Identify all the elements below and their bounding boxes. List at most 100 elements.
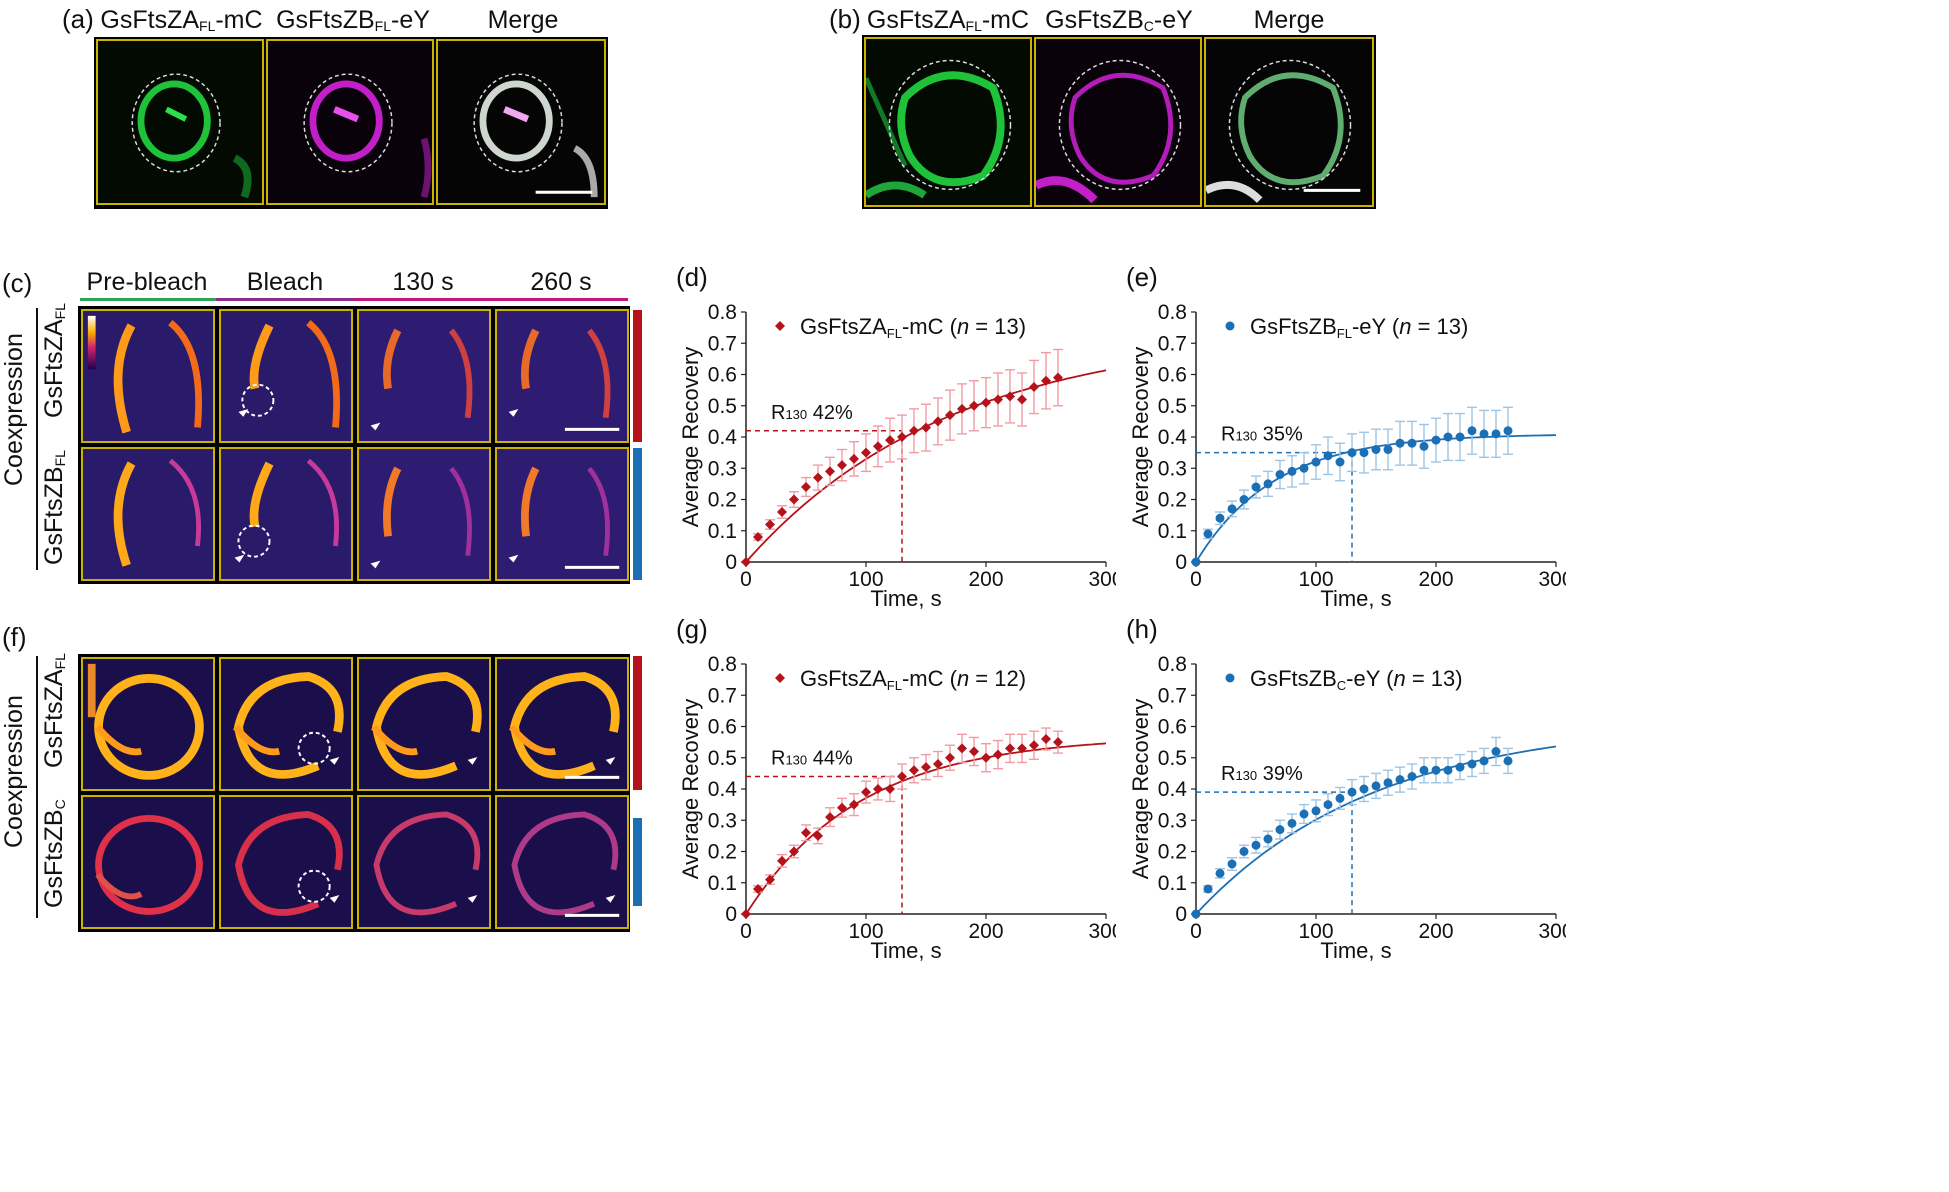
c-tile-r2-130s bbox=[357, 447, 491, 581]
data-point bbox=[1467, 759, 1477, 769]
x-tick-label: 200 bbox=[968, 920, 1003, 943]
c-tile-r1-260s bbox=[495, 309, 629, 443]
panel-b-title-1: GsFtsZAFL-mC bbox=[866, 6, 1030, 34]
data-point bbox=[753, 884, 763, 894]
chart-g-panel-label: (g) bbox=[676, 614, 708, 644]
y-tick-label: 0.8 bbox=[1158, 653, 1187, 676]
data-point bbox=[1479, 756, 1489, 766]
y-tick-label: 0 bbox=[725, 551, 737, 574]
data-point bbox=[1479, 429, 1489, 439]
y-tick-label: 0 bbox=[1175, 903, 1187, 926]
data-point bbox=[921, 422, 931, 433]
data-point bbox=[1431, 765, 1441, 775]
data-point bbox=[969, 400, 979, 411]
data-point bbox=[1287, 818, 1297, 828]
col-head-130s: 130 s bbox=[392, 268, 454, 296]
data-point bbox=[921, 762, 931, 773]
data-point bbox=[1251, 482, 1261, 492]
panel-c-side-rule bbox=[36, 308, 38, 570]
data-point bbox=[1311, 806, 1321, 816]
y-tick-label: 0.3 bbox=[708, 809, 737, 832]
f-tile-r2-130s bbox=[357, 795, 491, 929]
panel-c-row1-label: GsFtsZAFL bbox=[40, 303, 68, 418]
x-tick-label: 200 bbox=[1418, 920, 1453, 943]
x-tick-label: 200 bbox=[968, 568, 1003, 591]
data-point bbox=[1251, 840, 1261, 850]
data-point bbox=[1431, 435, 1441, 445]
data-point bbox=[909, 765, 919, 776]
y-tick-label: 0.4 bbox=[1158, 426, 1188, 449]
data-point bbox=[957, 403, 967, 414]
panel-f-red-bar bbox=[633, 656, 642, 790]
data-point bbox=[1503, 426, 1513, 436]
data-point bbox=[933, 759, 943, 769]
x-tick-label: 0 bbox=[1190, 920, 1202, 943]
data-point bbox=[1203, 884, 1213, 894]
data-point bbox=[1299, 463, 1309, 473]
data-point bbox=[861, 787, 871, 798]
data-point bbox=[825, 466, 835, 477]
data-point bbox=[1407, 772, 1417, 781]
y-tick-label: 0.1 bbox=[708, 520, 737, 543]
data-point bbox=[1455, 762, 1465, 772]
y-tick-label: 0.7 bbox=[1158, 332, 1187, 355]
data-point bbox=[753, 532, 763, 542]
y-tick-label: 0.5 bbox=[708, 395, 737, 418]
y-tick-label: 0.6 bbox=[1158, 364, 1187, 387]
panel-b-merge-tile bbox=[1204, 37, 1374, 207]
y-tick-label: 0.5 bbox=[708, 747, 737, 770]
data-point bbox=[741, 557, 751, 567]
y-tick-label: 0.5 bbox=[1158, 747, 1187, 770]
panel-b-image-strip bbox=[862, 35, 1376, 209]
legend-label: GsFtsZAFL-mC (n = 12) bbox=[800, 666, 1026, 693]
panel-f-row1-label: GsFtsZAFL bbox=[40, 653, 68, 768]
c-tile-r2-bleach bbox=[219, 447, 353, 581]
data-point bbox=[1491, 429, 1501, 439]
data-point bbox=[1053, 372, 1063, 383]
x-tick-label: 300 bbox=[1088, 920, 1116, 943]
y-axis-label: Average Recovery bbox=[678, 347, 703, 528]
f-tile-r2-bleach bbox=[219, 795, 353, 929]
x-axis-label: Time, s bbox=[870, 586, 941, 611]
data-point bbox=[789, 846, 799, 857]
legend-label: GsFtsZBC-eY (n = 13) bbox=[1250, 666, 1463, 693]
data-point bbox=[1323, 800, 1333, 810]
data-point bbox=[1041, 375, 1051, 386]
panel-a-ey-tile bbox=[266, 39, 434, 205]
f-tile-r1-bleach bbox=[219, 657, 353, 791]
panel-a-label: (a) bbox=[62, 4, 94, 34]
data-point bbox=[1299, 809, 1309, 819]
data-point bbox=[1053, 737, 1063, 748]
y-tick-label: 0.6 bbox=[708, 716, 737, 739]
x-axis-label: Time, s bbox=[1320, 938, 1391, 963]
data-point bbox=[1371, 781, 1381, 791]
data-point bbox=[1005, 391, 1015, 402]
y-tick-label: 0.4 bbox=[708, 778, 738, 801]
data-point bbox=[813, 830, 823, 841]
chart-e: (e) 0 0.1 0.2 0.3 0.4 0.5 0.6 0.7 0.8 0 100 200 300 T… bbox=[1126, 262, 1574, 612]
panel-a-image-strip bbox=[94, 37, 608, 209]
legend-label: GsFtsZAFL-mC (n = 13) bbox=[800, 314, 1026, 341]
chart-g-svg: 0 0.1 0.2 0.3 0.4 0.5 0.6 0.7 0.8 0 100 200 300 Time,… bbox=[678, 653, 1124, 963]
data-point bbox=[1467, 426, 1477, 436]
data-point bbox=[1443, 765, 1453, 775]
data-point bbox=[1191, 909, 1201, 919]
data-point bbox=[1215, 513, 1225, 523]
x-tick-label: 100 bbox=[848, 920, 883, 943]
y-tick-label: 0.2 bbox=[708, 841, 737, 864]
panel-b-mc-tile bbox=[864, 37, 1032, 207]
panel-c-row2-label: GsFtsZBFL bbox=[40, 450, 68, 565]
y-tick-label: 0.6 bbox=[1158, 716, 1187, 739]
x-axis-label: Time, s bbox=[1320, 586, 1391, 611]
y-axis-label: Average Recovery bbox=[1128, 347, 1153, 528]
panel-c-blue-bar bbox=[633, 448, 642, 580]
data-point bbox=[1371, 445, 1381, 454]
chart-d-panel-label: (d) bbox=[676, 262, 708, 292]
data-point bbox=[1383, 778, 1393, 788]
chart-d-svg: 0 0.1 0.2 0.3 0.4 0.5 0.6 0.7 0.8 0 100 200 300 Time,… bbox=[678, 301, 1124, 611]
panel-f-side-label: Coexpression bbox=[0, 695, 28, 848]
data-point bbox=[1017, 394, 1027, 405]
y-tick-label: 0.7 bbox=[708, 332, 737, 355]
panel-f-row2-label: GsFtsZBC bbox=[40, 799, 68, 908]
legend-marker bbox=[775, 673, 785, 683]
